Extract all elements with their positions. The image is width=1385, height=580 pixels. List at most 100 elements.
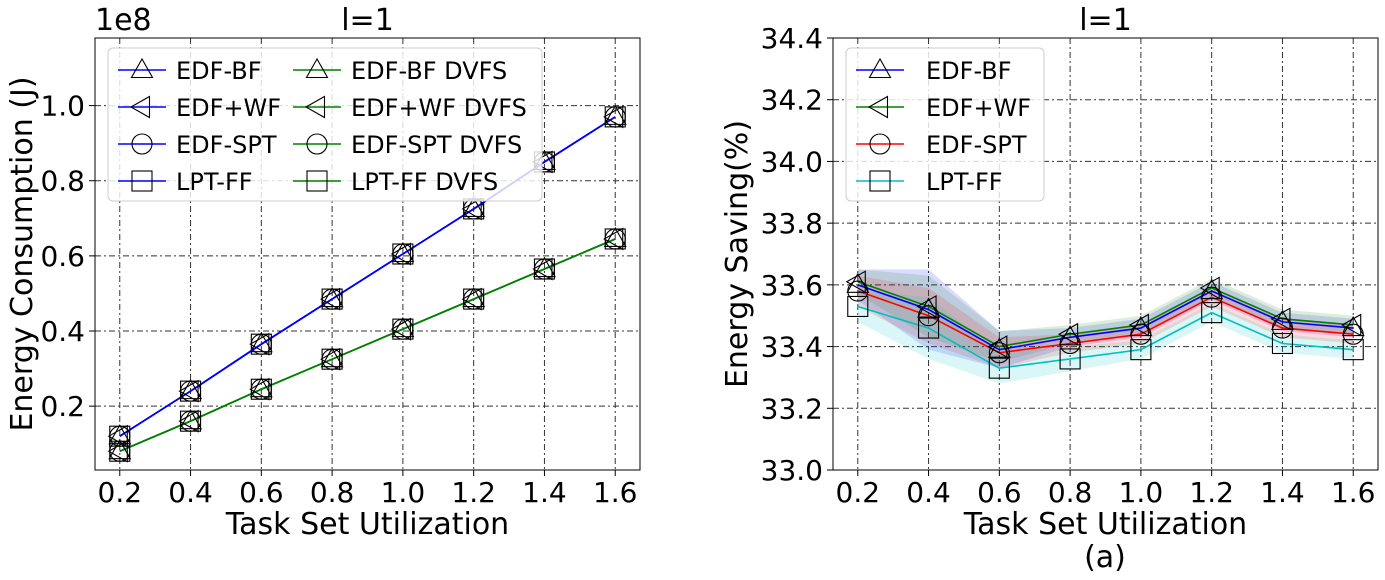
energy-consumption-chart: 0.2 0.4 0.6 0.8 1.0 1.2 1.4 1.6 0.2 0.4 0.6 0.8 1.0 l… <box>5 3 641 542</box>
legend-label: EDF-BF <box>926 57 1012 85</box>
data-point-marker <box>178 409 199 433</box>
legend-item: LPT-FF <box>856 168 1003 196</box>
y-tick-label: 33.2 <box>761 392 823 425</box>
y-tick-label: 34.0 <box>761 145 823 178</box>
data-point-marker <box>109 440 131 462</box>
data-point-marker <box>109 425 131 447</box>
data-point-marker <box>320 286 344 308</box>
legend: EDF-BF EDF+WF EDF-SPT LPT-FF EDF-BF DVFS EDF+… <box>107 47 543 202</box>
data-point-marker <box>1059 348 1081 370</box>
x-tick-label: 1.2 <box>451 476 496 509</box>
legend-item: LPT-FF <box>118 168 253 196</box>
data-point-marker <box>1128 313 1149 337</box>
data-point-marker <box>1342 339 1364 361</box>
data-point-marker <box>916 295 937 318</box>
data-point-marker <box>319 347 341 371</box>
legend-marker <box>869 133 891 155</box>
x-axis-label: Task Set Utilization <box>225 507 509 542</box>
data-point-marker <box>1201 286 1223 308</box>
data-point-marker <box>603 104 627 125</box>
data-point-marker <box>107 439 128 463</box>
y-tick-label: 34.4 <box>761 22 823 55</box>
data-point-marker <box>533 256 556 278</box>
data-point-marker <box>1199 276 1220 300</box>
legend-label: EDF+WF <box>926 94 1031 122</box>
legend-item: EDF-SPT <box>856 131 1027 159</box>
data-point-marker <box>1130 339 1152 361</box>
data-point-marker <box>461 197 482 221</box>
data-point-marker <box>179 378 202 400</box>
legend-item: LPT-FF DVFS <box>293 168 498 196</box>
legend-label: EDF-BF DVFS <box>351 57 507 85</box>
data-point-marker <box>392 243 414 265</box>
data-point-marker <box>1057 322 1079 346</box>
data-point-marker <box>1271 317 1293 339</box>
data-point-marker <box>108 424 132 445</box>
data-point-marker <box>178 379 199 403</box>
data-point-marker <box>321 348 343 370</box>
x-tick-label: 0.8 <box>310 476 355 509</box>
legend-marker <box>868 57 892 79</box>
x-tick-label: 0.4 <box>906 476 951 509</box>
legend-marker <box>130 57 154 79</box>
y-tick-label: 33.6 <box>761 269 823 302</box>
series-line <box>857 281 1354 348</box>
data-point-marker <box>1059 332 1081 355</box>
data-point-marker <box>463 288 485 310</box>
legend-item: EDF+WF DVFS <box>293 94 527 122</box>
data-point-marker <box>532 257 553 281</box>
legend-label: EDF-SPT DVFS <box>351 131 522 159</box>
y-offset-label: 1e8 <box>95 3 152 38</box>
data-point-marker <box>249 332 273 353</box>
data-point-marker <box>462 286 486 308</box>
data-point-marker <box>461 287 482 311</box>
data-point-marker <box>847 295 869 318</box>
data-point-marker <box>987 337 1011 358</box>
y-tick-label: 0.8 <box>40 165 85 198</box>
x-tick-label: 0.6 <box>239 476 284 509</box>
x-tick-label: 1.6 <box>593 476 638 509</box>
plot-frame <box>94 37 641 471</box>
data-point-marker <box>319 287 341 311</box>
x-tick-label: 1.0 <box>1119 476 1164 509</box>
x-tick-label: 0.4 <box>168 476 213 509</box>
legend-item: EDF+WF <box>856 94 1031 122</box>
data-point-marker <box>603 227 624 251</box>
y-axis-label: Energy Consumption (J) <box>5 76 40 431</box>
legend-marker <box>869 170 891 192</box>
data-point-marker <box>603 226 627 248</box>
data-point-marker <box>391 241 415 263</box>
legend-label: EDF+WF <box>176 94 281 122</box>
data-point-marker <box>320 347 344 368</box>
data-point-marker <box>603 105 624 129</box>
plot-frame <box>832 37 1379 471</box>
series-line <box>857 290 1354 354</box>
legend-box <box>845 47 1045 202</box>
data-point-marker <box>180 410 202 432</box>
data-point-marker <box>1130 323 1152 345</box>
data-point-marker <box>390 242 411 266</box>
x-tick-label: 1.4 <box>522 476 567 509</box>
confidence-band <box>857 291 1354 384</box>
x-tick-label: 1.6 <box>1331 476 1376 509</box>
y-tick-label: 0.2 <box>40 390 85 423</box>
x-tick-label: 0.6 <box>977 476 1022 509</box>
data-point-marker <box>1271 332 1293 355</box>
chart-title: l=1 <box>341 3 394 38</box>
x-tick-label: 1.4 <box>1260 476 1305 509</box>
legend-item: EDF-SPT <box>118 131 277 159</box>
legend-label: EDF-SPT <box>176 131 277 159</box>
y-tick-label: 34.2 <box>761 84 823 117</box>
data-point-marker <box>249 377 273 398</box>
data-point-marker <box>250 378 272 400</box>
data-point-marker <box>462 196 486 217</box>
legend-box <box>107 47 543 202</box>
y-tick-label: 33.4 <box>761 331 823 364</box>
legend-label: EDF-BF <box>176 57 262 85</box>
x-tick-label: 1.0 <box>381 476 426 509</box>
legend: EDF-BF EDF+WF EDF-SPT LPT-FF <box>845 47 1045 202</box>
x-axis-label: Task Set Utilization <box>963 507 1247 542</box>
legend-marker <box>867 95 889 119</box>
y-tick-label: 1.0 <box>40 90 85 123</box>
series-line <box>857 305 1354 369</box>
